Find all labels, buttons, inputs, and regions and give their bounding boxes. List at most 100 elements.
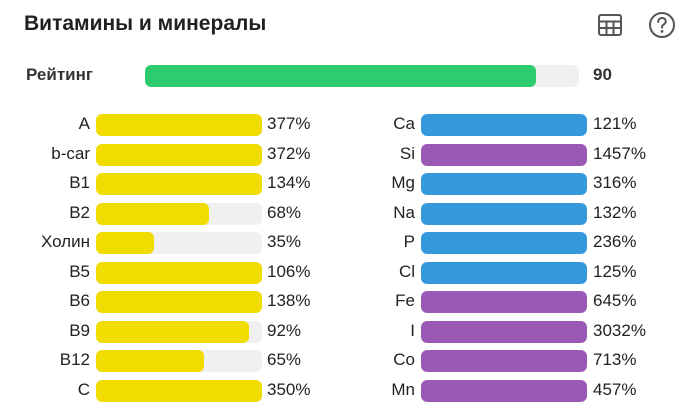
vitamin-label-box: B2 — [24, 199, 90, 229]
vitamin-row: B1 134% — [24, 169, 334, 199]
vitamin-row: B5 106% — [24, 258, 334, 288]
mineral-label-box: I — [340, 317, 415, 347]
vitamin-bar-track — [96, 261, 262, 284]
vitamin-bar-fill — [96, 114, 262, 136]
vitamin-value: 35% — [267, 232, 302, 251]
mineral-label: Co — [393, 350, 415, 369]
vitamin-bar-fill — [96, 379, 262, 402]
mineral-label-box: Cl — [340, 258, 415, 288]
mineral-bar-fill — [421, 173, 587, 195]
vitamin-label-box: B1 — [24, 169, 90, 199]
mineral-label: I — [410, 320, 415, 340]
vitamin-value: 134% — [267, 173, 311, 192]
mineral-value: 713% — [593, 350, 637, 369]
mineral-label: Fe — [395, 291, 415, 310]
vitamin-value: 372% — [267, 143, 311, 163]
vitamin-value: 377% — [267, 114, 311, 133]
vitamin-row: C 350% — [24, 376, 334, 406]
mineral-row: Mg 316% — [340, 169, 650, 199]
vitamin-label: B5 — [69, 261, 90, 281]
vitamin-value: 65% — [267, 350, 302, 369]
mineral-row: Na 132% — [340, 199, 650, 229]
rating-bar-track — [145, 65, 579, 87]
mineral-bar-fill — [421, 143, 587, 166]
mineral-row: I 3032% — [340, 317, 650, 347]
vitamin-label: B9 — [69, 320, 90, 340]
mineral-bar-track — [421, 114, 587, 136]
vitamin-value: 106% — [267, 261, 311, 281]
mineral-bar-track — [421, 173, 587, 195]
vitamin-bar-track — [96, 232, 262, 254]
vitamin-bar-fill — [96, 143, 262, 166]
vitamin-label-box: B12 — [24, 346, 90, 376]
mineral-label: Na — [393, 202, 415, 222]
help-button[interactable] — [647, 10, 677, 40]
mineral-label-box: Mn — [340, 376, 415, 406]
vitamin-bar-track — [96, 320, 262, 343]
vitamin-label: Холин — [40, 232, 90, 251]
vitamin-label-box: A — [24, 110, 90, 140]
mineral-row: Si 1457% — [340, 140, 650, 170]
rating-label: Рейтинг — [26, 65, 93, 84]
vitamin-value: 350% — [267, 379, 311, 399]
vitamin-bar-fill — [96, 291, 262, 313]
vitamins-column: A 377% b-car 372% B1 134% B2 68% Холин 35% B5 106% B… — [24, 110, 334, 405]
vitamin-row: A 377% — [24, 110, 334, 140]
mineral-bar-track — [421, 202, 587, 225]
vitamin-label-box: B6 — [24, 287, 90, 317]
mineral-row: Mn 457% — [340, 376, 650, 406]
mineral-bar-track — [421, 232, 587, 254]
mineral-bar-fill — [421, 202, 587, 225]
mineral-bar-fill — [421, 232, 587, 254]
mineral-bar-fill — [421, 291, 587, 313]
mineral-value: 121% — [593, 114, 637, 133]
vitamin-bar-track — [96, 114, 262, 136]
vitamin-bar-fill — [96, 320, 249, 343]
vitamin-label: B12 — [59, 350, 90, 369]
vitamin-label: A — [78, 114, 90, 133]
vitamin-value: 138% — [267, 291, 311, 310]
mineral-value: 316% — [593, 173, 637, 192]
mineral-bar-track — [421, 350, 587, 372]
mineral-label-box: P — [340, 228, 415, 258]
mineral-bar-track — [421, 291, 587, 313]
vitamin-row: B6 138% — [24, 287, 334, 317]
vitamin-label-box: C — [24, 376, 90, 406]
mineral-bar-fill — [421, 350, 587, 372]
mineral-label: Mn — [391, 379, 415, 399]
minerals-column: Ca 121% Si 1457% Mg 316% Na 132% P 236% Cl 125% Fe 64… — [340, 110, 650, 405]
mineral-bar-track — [421, 379, 587, 402]
vitamin-label-box: B9 — [24, 317, 90, 347]
vitamin-label-box: Холин — [24, 228, 90, 258]
vitamin-label: C — [77, 379, 90, 399]
mineral-value: 457% — [593, 379, 637, 399]
vitamin-bar-track — [96, 143, 262, 166]
mineral-value: 236% — [593, 232, 637, 251]
vitamin-label-box: B5 — [24, 258, 90, 288]
vitamin-row: b-car 372% — [24, 140, 334, 170]
rating-row: Рейтинг 90 — [24, 62, 664, 90]
panel-title: Витамины и минералы — [24, 12, 267, 35]
vitamin-label: B2 — [69, 202, 90, 222]
mineral-label: Cl — [398, 261, 415, 281]
vitamin-label-box: b-car — [24, 140, 90, 170]
vitamin-bar-fill — [96, 261, 262, 284]
vitamin-bar-fill — [96, 350, 204, 372]
mineral-value: 132% — [593, 202, 637, 222]
mineral-label: P — [403, 232, 415, 251]
vitamin-bar-track — [96, 291, 262, 313]
mineral-bar-fill — [421, 261, 587, 284]
mineral-label-box: Fe — [340, 287, 415, 317]
vitamin-bar-fill — [96, 202, 209, 225]
mineral-value: 645% — [593, 291, 637, 310]
mineral-bar-fill — [421, 320, 587, 343]
panel-header: Витамины и минералы — [24, 8, 675, 42]
vitamin-bar-fill — [96, 173, 262, 195]
table-view-button[interactable] — [595, 10, 625, 40]
vitamin-value: 92% — [267, 320, 302, 340]
mineral-label-box: Mg — [340, 169, 415, 199]
vitamin-label: b-car — [51, 143, 90, 163]
vitamin-value: 68% — [267, 202, 302, 222]
vitamin-label: B6 — [69, 291, 90, 310]
mineral-row: P 236% — [340, 228, 650, 258]
